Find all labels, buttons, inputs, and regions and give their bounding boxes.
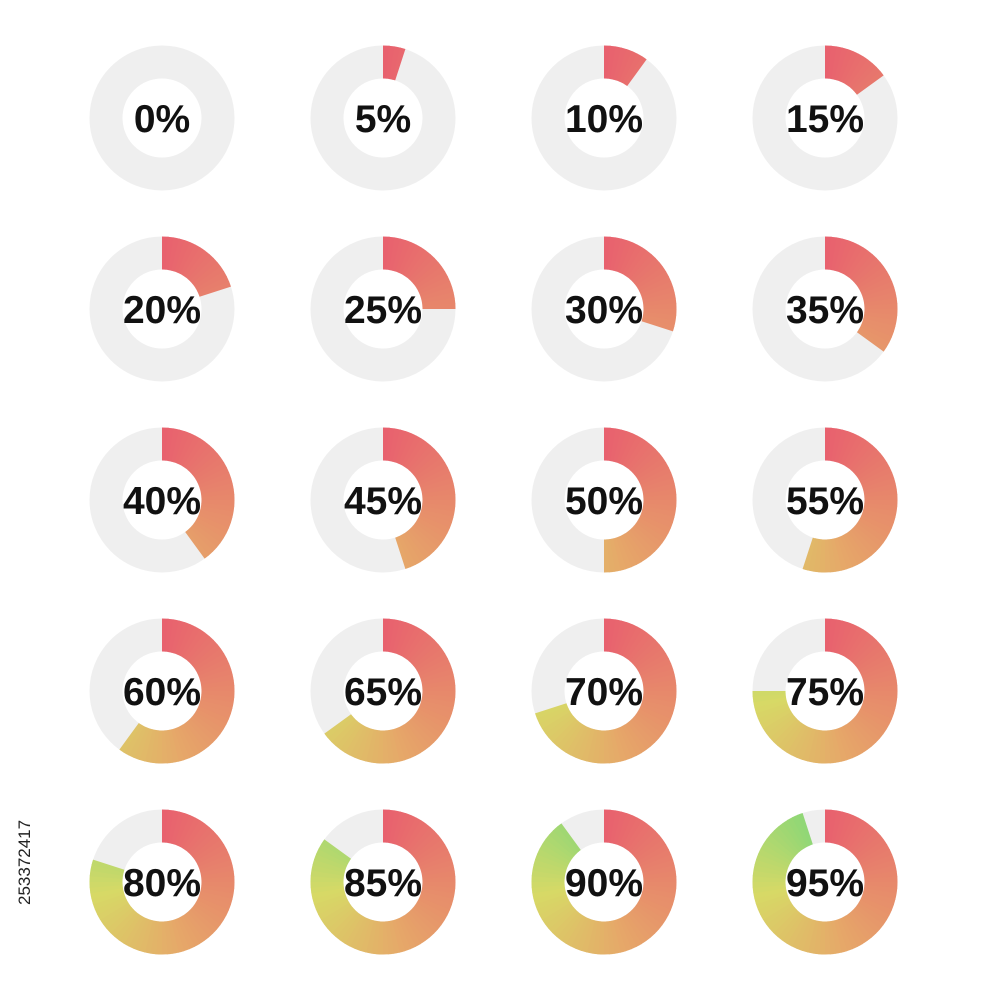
progress-ring-70: 70% [531, 618, 677, 764]
progress-ring-15: 15% [752, 45, 898, 191]
progress-ring-0: 0% [89, 45, 235, 191]
progress-ring-35: 35% [752, 236, 898, 382]
progress-ring-10: 10% [531, 45, 677, 191]
progress-ring-fill [824, 45, 884, 95]
progress-ring-label: 0% [134, 98, 190, 141]
progress-ring-fill [752, 809, 898, 955]
progress-ring-30: 30% [531, 236, 677, 382]
progress-ring-label: 40% [123, 480, 201, 523]
progress-ring-85: 85% [310, 809, 456, 955]
progress-ring-fill [382, 45, 406, 81]
progress-ring-75: 75% [752, 618, 898, 764]
progress-ring-label: 20% [123, 289, 201, 332]
progress-ring-label: 45% [344, 480, 422, 523]
progress-ring-fill [603, 45, 647, 87]
progress-ring-fill [824, 236, 898, 352]
progress-ring-65: 65% [310, 618, 456, 764]
progress-ring-label: 15% [786, 98, 864, 141]
progress-ring-label: 50% [565, 480, 643, 523]
progress-ring-fill [89, 809, 235, 955]
progress-ring-label: 10% [565, 98, 643, 141]
progress-ring-label: 95% [786, 862, 864, 905]
progress-ring-5: 5% [310, 45, 456, 191]
progress-ring-fill [161, 427, 235, 559]
progress-ring-40: 40% [89, 427, 235, 573]
progress-ring-label: 70% [565, 671, 643, 714]
progress-ring-fill [161, 236, 231, 297]
progress-ring-90: 90% [531, 809, 677, 955]
progress-ring-60: 60% [89, 618, 235, 764]
progress-ring-label: 55% [786, 480, 864, 523]
progress-ring-label: 30% [565, 289, 643, 332]
progress-ring-20: 20% [89, 236, 235, 382]
progress-ring-55: 55% [752, 427, 898, 573]
progress-ring-fill [535, 618, 677, 764]
progress-ring-label: 85% [344, 862, 422, 905]
progress-ring-fill [802, 427, 898, 573]
progress-ring-label: 80% [123, 862, 201, 905]
progress-ring-fill [310, 809, 456, 955]
progress-ring-fill [324, 618, 456, 764]
progress-ring-50: 50% [531, 427, 677, 573]
progress-ring-label: 5% [355, 98, 411, 141]
progress-ring-fill [603, 236, 677, 332]
progress-ring-label: 75% [786, 671, 864, 714]
progress-ring-25: 25% [310, 236, 456, 382]
progress-ring-fill [603, 427, 677, 573]
progress-ring-label: 60% [123, 671, 201, 714]
progress-ring-track [89, 45, 235, 191]
progress-ring-label: 90% [565, 862, 643, 905]
progress-ring-label: 65% [344, 671, 422, 714]
progress-ring-fill [531, 809, 677, 955]
progress-ring-fill [752, 618, 898, 764]
progress-ring-fill [382, 236, 456, 310]
progress-ring-fill [119, 618, 235, 764]
progress-ring-fill [382, 427, 456, 569]
progress-ring-label: 25% [344, 289, 422, 332]
progress-ring-95: 95% [752, 809, 898, 955]
progress-ring-label: 35% [786, 289, 864, 332]
progress-ring-80: 80% [89, 809, 235, 955]
progress-ring-45: 45% [310, 427, 456, 573]
